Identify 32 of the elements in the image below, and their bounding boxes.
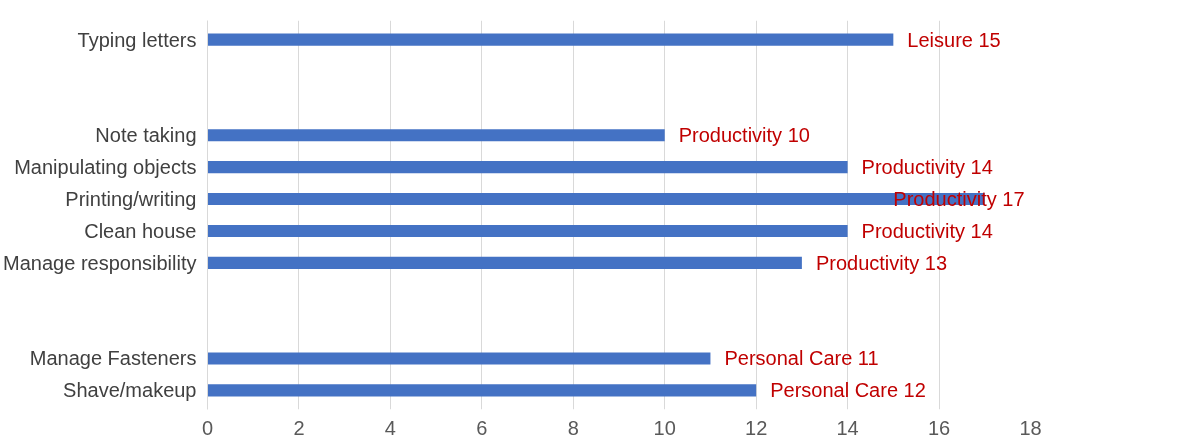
y-tick-label: Manipulating objects bbox=[14, 156, 197, 179]
bar bbox=[207, 384, 757, 397]
bar bbox=[207, 129, 665, 142]
data-label: Productivity 14 bbox=[861, 219, 993, 242]
bar bbox=[207, 161, 848, 174]
x-tick-label: 14 bbox=[836, 416, 859, 439]
data-label: Productivity 10 bbox=[678, 124, 810, 147]
y-tick-label: Note taking bbox=[95, 124, 197, 147]
x-tick-label: 18 bbox=[1019, 416, 1042, 439]
y-tick-label: Printing/writing bbox=[65, 188, 197, 211]
x-tick-label: 6 bbox=[476, 416, 488, 439]
x-tick-label: 12 bbox=[745, 416, 768, 439]
bar bbox=[207, 256, 802, 269]
y-tick-label: Manage responsibility bbox=[3, 251, 197, 274]
y-tick-label: Shave/makeup bbox=[63, 379, 197, 402]
x-tick-label: 4 bbox=[384, 416, 396, 439]
x-tick-label: 16 bbox=[927, 416, 951, 439]
x-tick-label: 8 bbox=[567, 416, 579, 439]
data-label: Leisure 15 bbox=[907, 28, 1001, 51]
data-label: Productivity 14 bbox=[861, 156, 993, 179]
bar bbox=[207, 352, 711, 365]
y-tick-label: Manage Fasteners bbox=[29, 347, 197, 370]
data-label: Personal Care 11 bbox=[724, 347, 879, 370]
bar bbox=[207, 33, 894, 46]
y-tick-label: Clean house bbox=[84, 219, 197, 242]
x-tick-label: 0 bbox=[201, 416, 214, 439]
x-tick-label: 10 bbox=[653, 416, 676, 439]
data-label: Personal Care 12 bbox=[770, 379, 926, 402]
y-tick-label: Typing letters bbox=[77, 28, 197, 51]
data-label: Productivity 13 bbox=[815, 251, 948, 274]
x-tick-label: 2 bbox=[293, 416, 305, 439]
bar bbox=[207, 224, 848, 237]
